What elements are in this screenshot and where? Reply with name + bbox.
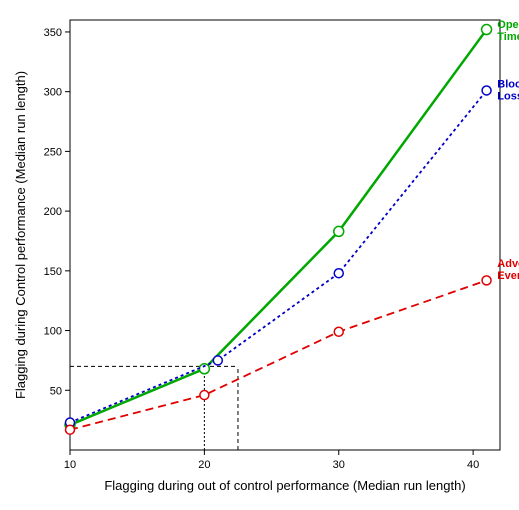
x-axis-label: Flagging during out of control performan… (104, 478, 465, 493)
y-tick-label: 350 (44, 27, 62, 39)
series-label-blood-loss: BloodLoss (497, 79, 519, 103)
series-marker (334, 226, 344, 236)
y-tick-label: 300 (44, 87, 62, 99)
y-tick-label: 150 (44, 266, 62, 278)
y-tick-label: 100 (44, 326, 62, 338)
x-tick-label: 30 (333, 459, 345, 471)
x-tick-label: 20 (198, 459, 210, 471)
y-tick-label: 200 (44, 206, 62, 218)
x-tick-label: 40 (467, 459, 479, 471)
series-label-operative-time: OperativeTime (497, 19, 519, 43)
series-marker (200, 391, 209, 400)
y-axis-label: Flagging during Control performance (Med… (13, 71, 28, 399)
series-marker (213, 356, 222, 365)
y-tick-label: 50 (50, 385, 62, 397)
series-marker (334, 327, 343, 336)
chart-svg: 10 20 30 40 50 100 150 200 250 300 350 Flagging dur… (0, 0, 519, 510)
series-label-adverse-event: AdverseEvent (497, 258, 519, 282)
series-line-adverse-event (70, 280, 487, 429)
plot-border (70, 20, 500, 450)
series-marker (66, 425, 75, 434)
line-chart: 10 20 30 40 50 100 150 200 250 300 350 Flagging dur… (0, 0, 519, 510)
series-marker (482, 25, 492, 35)
series-marker (482, 276, 491, 285)
series-line-blood-loss (70, 90, 487, 422)
series-line-operative-time (70, 30, 487, 425)
series-marker (482, 86, 491, 95)
y-tick-label: 250 (44, 146, 62, 158)
series-marker (334, 269, 343, 278)
x-tick-label: 10 (64, 459, 76, 471)
